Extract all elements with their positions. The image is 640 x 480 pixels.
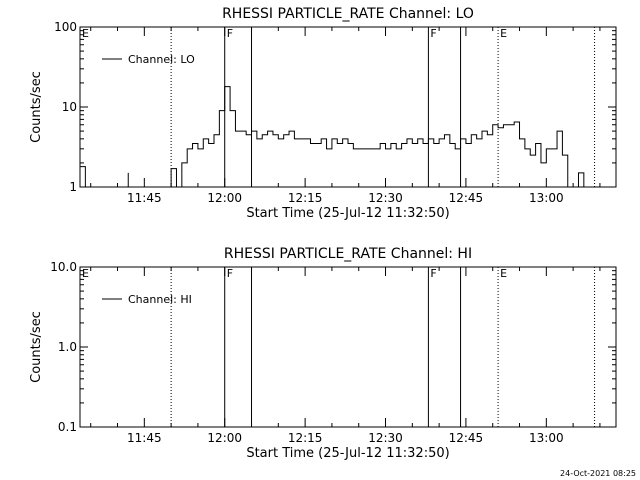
x-axis-label: Start Time (25-Jul-12 11:32:50) <box>246 446 449 461</box>
chart-title: RHESSI PARTICLE_RATE Channel: HI <box>224 246 472 262</box>
x-tick-label: 13:00 <box>529 431 564 445</box>
timestamp: 24-Oct-2021 08:25 <box>560 469 636 478</box>
chart-title: RHESSI PARTICLE_RATE Channel: LO <box>222 6 474 22</box>
y-tick-label: 100 <box>54 20 77 34</box>
event-marker-label: E <box>500 27 507 40</box>
panel-hi: RHESSI PARTICLE_RATE Channel: HI 0.1 1.0 10… <box>29 246 617 461</box>
event-marker-label: F <box>227 267 233 280</box>
y-axis-label: Counts/sec <box>29 311 44 383</box>
series-line <box>80 86 590 188</box>
x-tick-label: 12:30 <box>368 191 403 205</box>
x-tick-label: 12:15 <box>288 191 323 205</box>
x-tick-label: 12:45 <box>449 191 484 205</box>
plot-frame <box>79 26 617 188</box>
y-axis-label: Counts/sec <box>29 71 44 143</box>
legend-label: Channel: HI <box>128 293 192 306</box>
y-tick-label: 1 <box>69 180 77 194</box>
y-tick-label: 0.1 <box>58 420 77 434</box>
x-tick-label: 12:00 <box>207 191 242 205</box>
x-tick-label: 12:15 <box>288 431 323 445</box>
event-marker-label: F <box>227 27 233 40</box>
event-marker-label: E <box>82 27 89 40</box>
x-tick-label: 12:00 <box>207 431 242 445</box>
y-tick-label: 10.0 <box>50 260 77 274</box>
event-marker-label: E <box>500 267 507 280</box>
x-tick-label: 12:45 <box>449 431 484 445</box>
event-marker-label: F <box>430 27 436 40</box>
event-marker-label: E <box>82 267 89 280</box>
panel-lo: RHESSI PARTICLE_RATE Channel: LO 1 10 100 11… <box>29 6 617 221</box>
x-tick-label: 13:00 <box>529 191 564 205</box>
x-tick-label: 12:30 <box>368 431 403 445</box>
event-marker-label: F <box>430 267 436 280</box>
x-tick-label: 11:45 <box>127 191 162 205</box>
y-tick-label: 10 <box>62 100 77 114</box>
plot-frame <box>79 266 617 428</box>
legend-label: Channel: LO <box>128 53 195 66</box>
y-tick-label: 1.0 <box>58 340 77 354</box>
x-tick-label: 11:45 <box>127 431 162 445</box>
x-axis-label: Start Time (25-Jul-12 11:32:50) <box>246 206 449 221</box>
